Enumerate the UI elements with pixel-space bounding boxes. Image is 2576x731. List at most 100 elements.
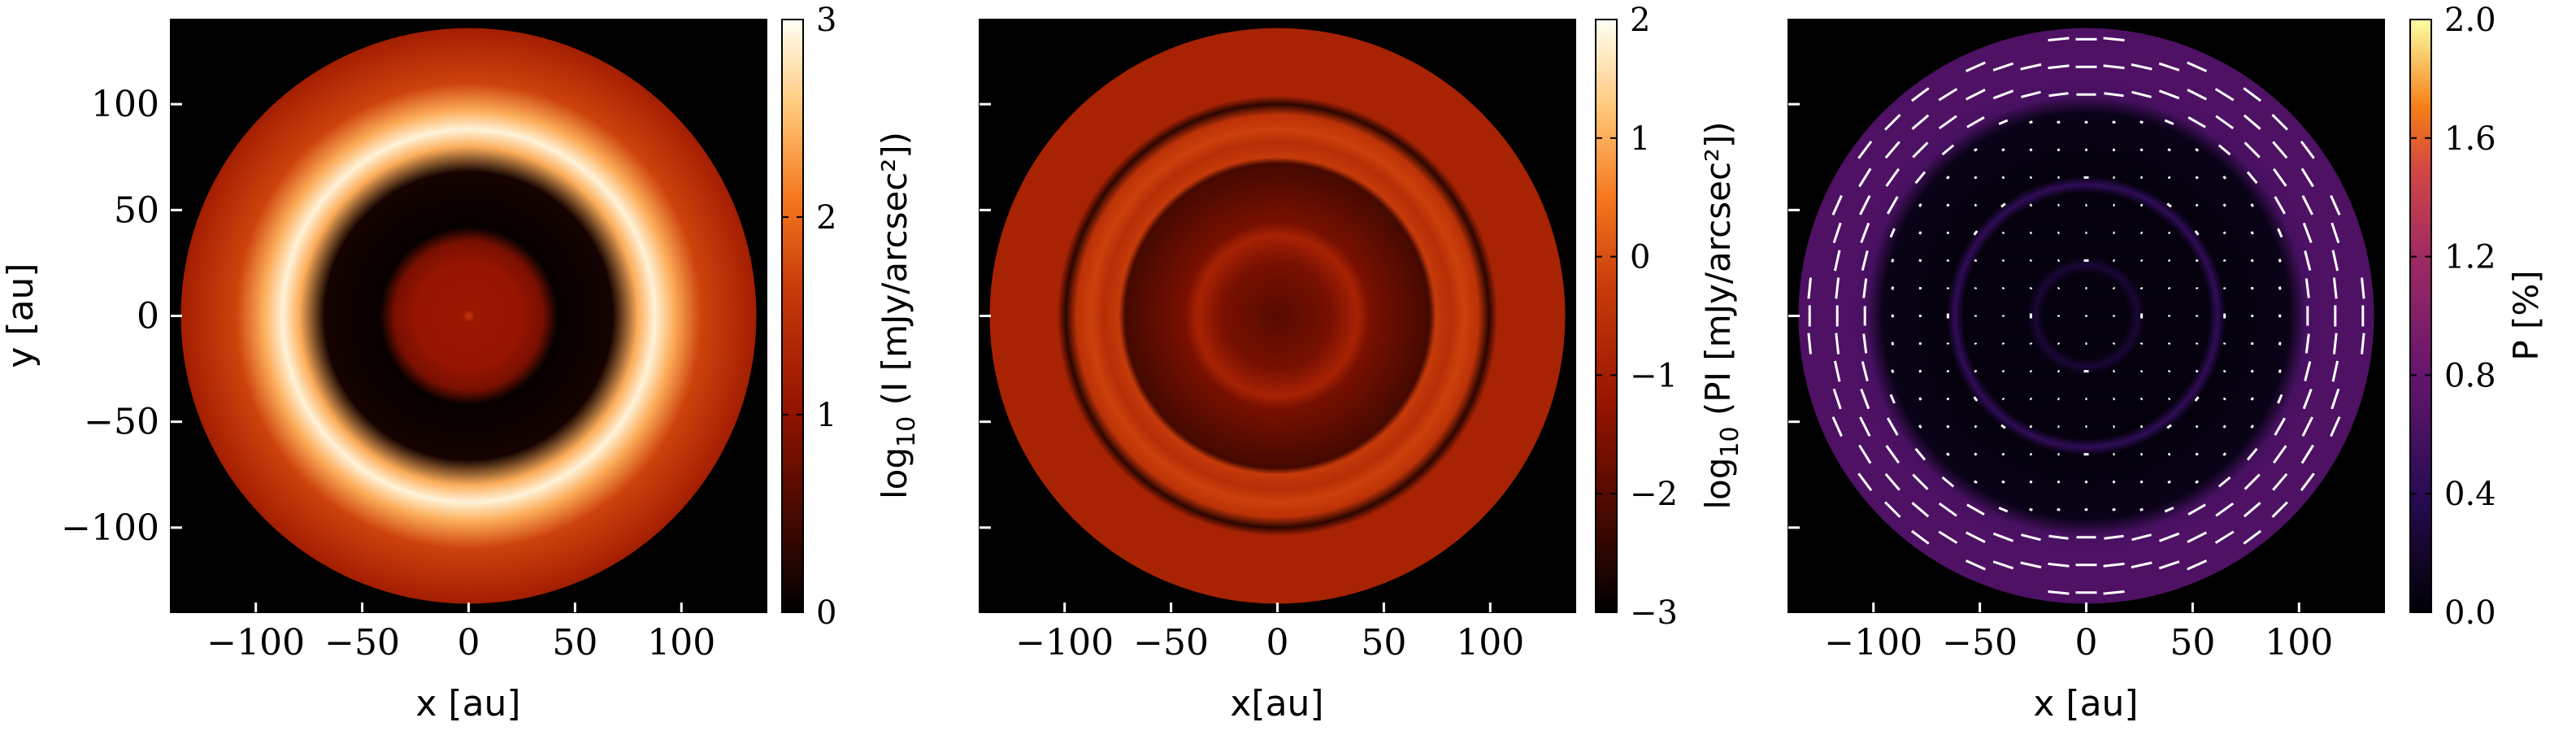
polarization-vector [1918, 397, 1922, 401]
x-tick-label: 100 [2265, 622, 2333, 664]
polarization-vector [1886, 196, 1899, 215]
panel-intensity: −100 −50 0 50 100 100 50 0 −50 −100 x [au] y [au… [0, 2, 921, 724]
polarization-vector [1891, 342, 1894, 346]
polarization-vector [2187, 61, 2208, 72]
polarization-vector [1891, 369, 1895, 373]
polarization-vector [1833, 250, 1841, 272]
x-ticks-polarization-degree: −100 −50 0 50 100 [1824, 603, 2333, 664]
polarization-vector [2195, 452, 2199, 456]
colorbar-ticks-intensity: 3 2 1 0 [782, 2, 836, 632]
polarization-vector [1918, 202, 1922, 207]
x-tick-label: −50 [1942, 622, 2018, 664]
polarization-vector [1941, 144, 1955, 156]
polarization-vector [2243, 529, 2262, 545]
polarization-vector [2167, 148, 2171, 152]
polarization-vector [1835, 277, 1840, 299]
polarization-vector [1974, 176, 1978, 180]
polarization-vectors [1807, 37, 2365, 595]
polarization-vector [1992, 532, 2014, 542]
polarization-vector [2304, 361, 2312, 381]
polarization-vector [1889, 394, 1896, 404]
polarization-vector [1914, 447, 1927, 461]
polarization-vector [2048, 590, 2070, 595]
polarization-vector [1992, 560, 2014, 570]
polarization-vector [2244, 141, 2261, 159]
x-tick-label: −50 [324, 622, 400, 664]
polarization-vector [2139, 286, 2144, 290]
y-tick-label: 100 [91, 84, 159, 125]
polarization-vector [2167, 176, 2171, 180]
polarization-vector [2001, 342, 2005, 345]
polarization-vector [2331, 388, 2340, 410]
polarization-vector [2001, 369, 2005, 373]
polarization-vector [1891, 286, 1894, 290]
polarization-vector [1833, 360, 1841, 382]
polarization-vector [2222, 369, 2226, 373]
colorbar-tick-label: 0 [1630, 239, 1650, 276]
colorbar-label-polarized-intensity: log10 (PI [mJy/arcsec²]) [1698, 121, 1744, 509]
x-tick-label: −100 [1824, 622, 1922, 664]
polarization-vector [2057, 286, 2061, 290]
colorbar-polarized-intensity [1596, 20, 1617, 612]
polarization-vector [2131, 561, 2152, 569]
polarization-vector [2277, 394, 2283, 404]
polarization-vector [1946, 203, 1950, 207]
polarization-vector [2301, 195, 2313, 215]
x-tick-label: 50 [1361, 622, 1406, 664]
polarization-vector [1965, 61, 1986, 72]
polarization-vector [1974, 369, 1978, 373]
polarization-vector [2195, 147, 2200, 152]
polarization-vector [2057, 259, 2061, 263]
polarization-vector [1973, 480, 1978, 485]
x-ticks-intensity: −100 −50 0 50 100 [206, 603, 715, 664]
colorbar-tick-label: 0 [816, 594, 836, 632]
polarization-vector [2187, 503, 2206, 516]
polarization-vector [1885, 445, 1901, 464]
polarization-vector [2131, 63, 2152, 71]
polarization-vector [2361, 277, 2365, 299]
polarization-vector [2104, 92, 2124, 98]
polarization-vector [1886, 417, 1899, 436]
polarization-vector [2215, 502, 2235, 517]
polarization-vector [1974, 342, 1978, 345]
polarization-vector [1884, 501, 1901, 518]
polarization-vector [1885, 168, 1901, 187]
polarization-vector [2243, 87, 2262, 102]
polarization-vector [2194, 396, 2200, 402]
polarization-vector [2139, 452, 2144, 456]
polarization-vector [1938, 502, 1957, 517]
polarization-vector [1974, 259, 1978, 263]
polarization-vector [2139, 342, 2144, 346]
polarization-vector [2113, 203, 2115, 207]
polarization-vector [2029, 507, 2033, 511]
polarization-vector [2001, 148, 2005, 152]
colorbar-tick-label: 1 [816, 397, 836, 434]
polarization-vector [2246, 447, 2258, 461]
polarization-vector [2218, 476, 2231, 488]
colorbar-tick-label: 0.8 [2444, 357, 2496, 394]
polarization-vector [2139, 203, 2144, 207]
polarization-vector [2302, 388, 2313, 410]
y-ticks-polarization-degree [1788, 102, 1800, 529]
polarization-vector [1807, 277, 1812, 299]
polarization-vector [2029, 176, 2033, 180]
polarization-vector [1966, 503, 1985, 516]
polarization-vector [1973, 147, 1978, 152]
x-axis-label-polarized-intensity: x[au] [1230, 683, 1323, 724]
polarization-vector [2304, 278, 2310, 298]
polarization-vector [2222, 259, 2226, 263]
polarization-vector [1835, 333, 1840, 355]
colorbar-tick-label: −2 [1630, 476, 1678, 513]
y-tick-label: 0 [137, 296, 159, 337]
polarization-vector [1973, 230, 1979, 236]
polarization-vector [1974, 287, 1978, 289]
polarization-vector [2103, 562, 2125, 568]
polarization-vector [2277, 228, 2283, 238]
polarization-vector [1911, 502, 1930, 518]
x-tick-label: 50 [552, 622, 597, 664]
polarization-vector [1918, 259, 1922, 263]
colorbar-tick-label: 0.0 [2444, 594, 2496, 632]
polarization-vector [2029, 397, 2033, 401]
polarization-vector [2195, 203, 2199, 207]
